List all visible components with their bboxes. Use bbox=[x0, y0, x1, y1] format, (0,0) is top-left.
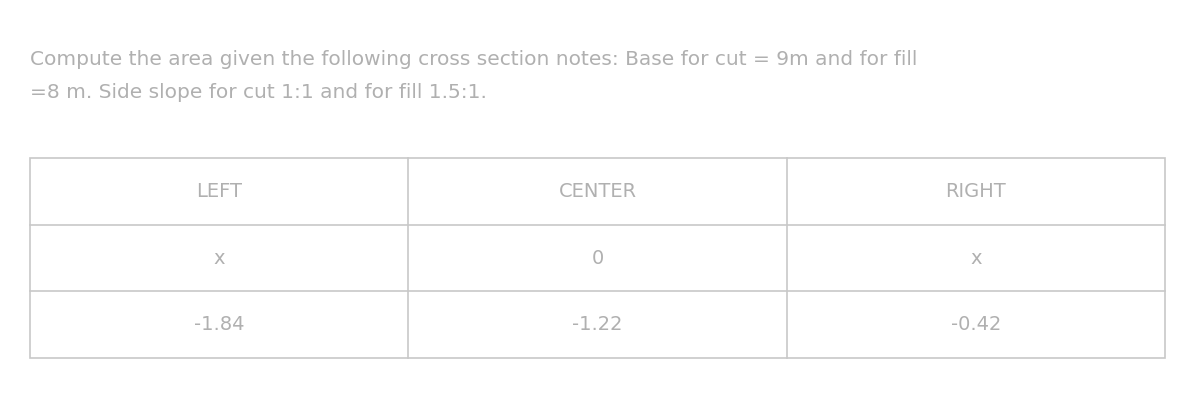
Text: x: x bbox=[214, 248, 225, 268]
Text: RIGHT: RIGHT bbox=[945, 182, 1006, 201]
Text: -0.42: -0.42 bbox=[951, 315, 1001, 334]
Text: =8 m. Side slope for cut 1:1 and for fill 1.5:1.: =8 m. Side slope for cut 1:1 and for fil… bbox=[30, 83, 486, 102]
Text: CENTER: CENTER bbox=[558, 182, 637, 201]
Text: 0: 0 bbox=[592, 248, 603, 268]
Text: LEFT: LEFT bbox=[196, 182, 243, 201]
Text: -1.84: -1.84 bbox=[194, 315, 245, 334]
Bar bbox=[30, 158, 1165, 358]
Text: x: x bbox=[970, 248, 981, 268]
Text: -1.22: -1.22 bbox=[572, 315, 623, 334]
Text: Compute the area given the following cross section notes: Base for cut = 9m and : Compute the area given the following cro… bbox=[30, 50, 918, 69]
